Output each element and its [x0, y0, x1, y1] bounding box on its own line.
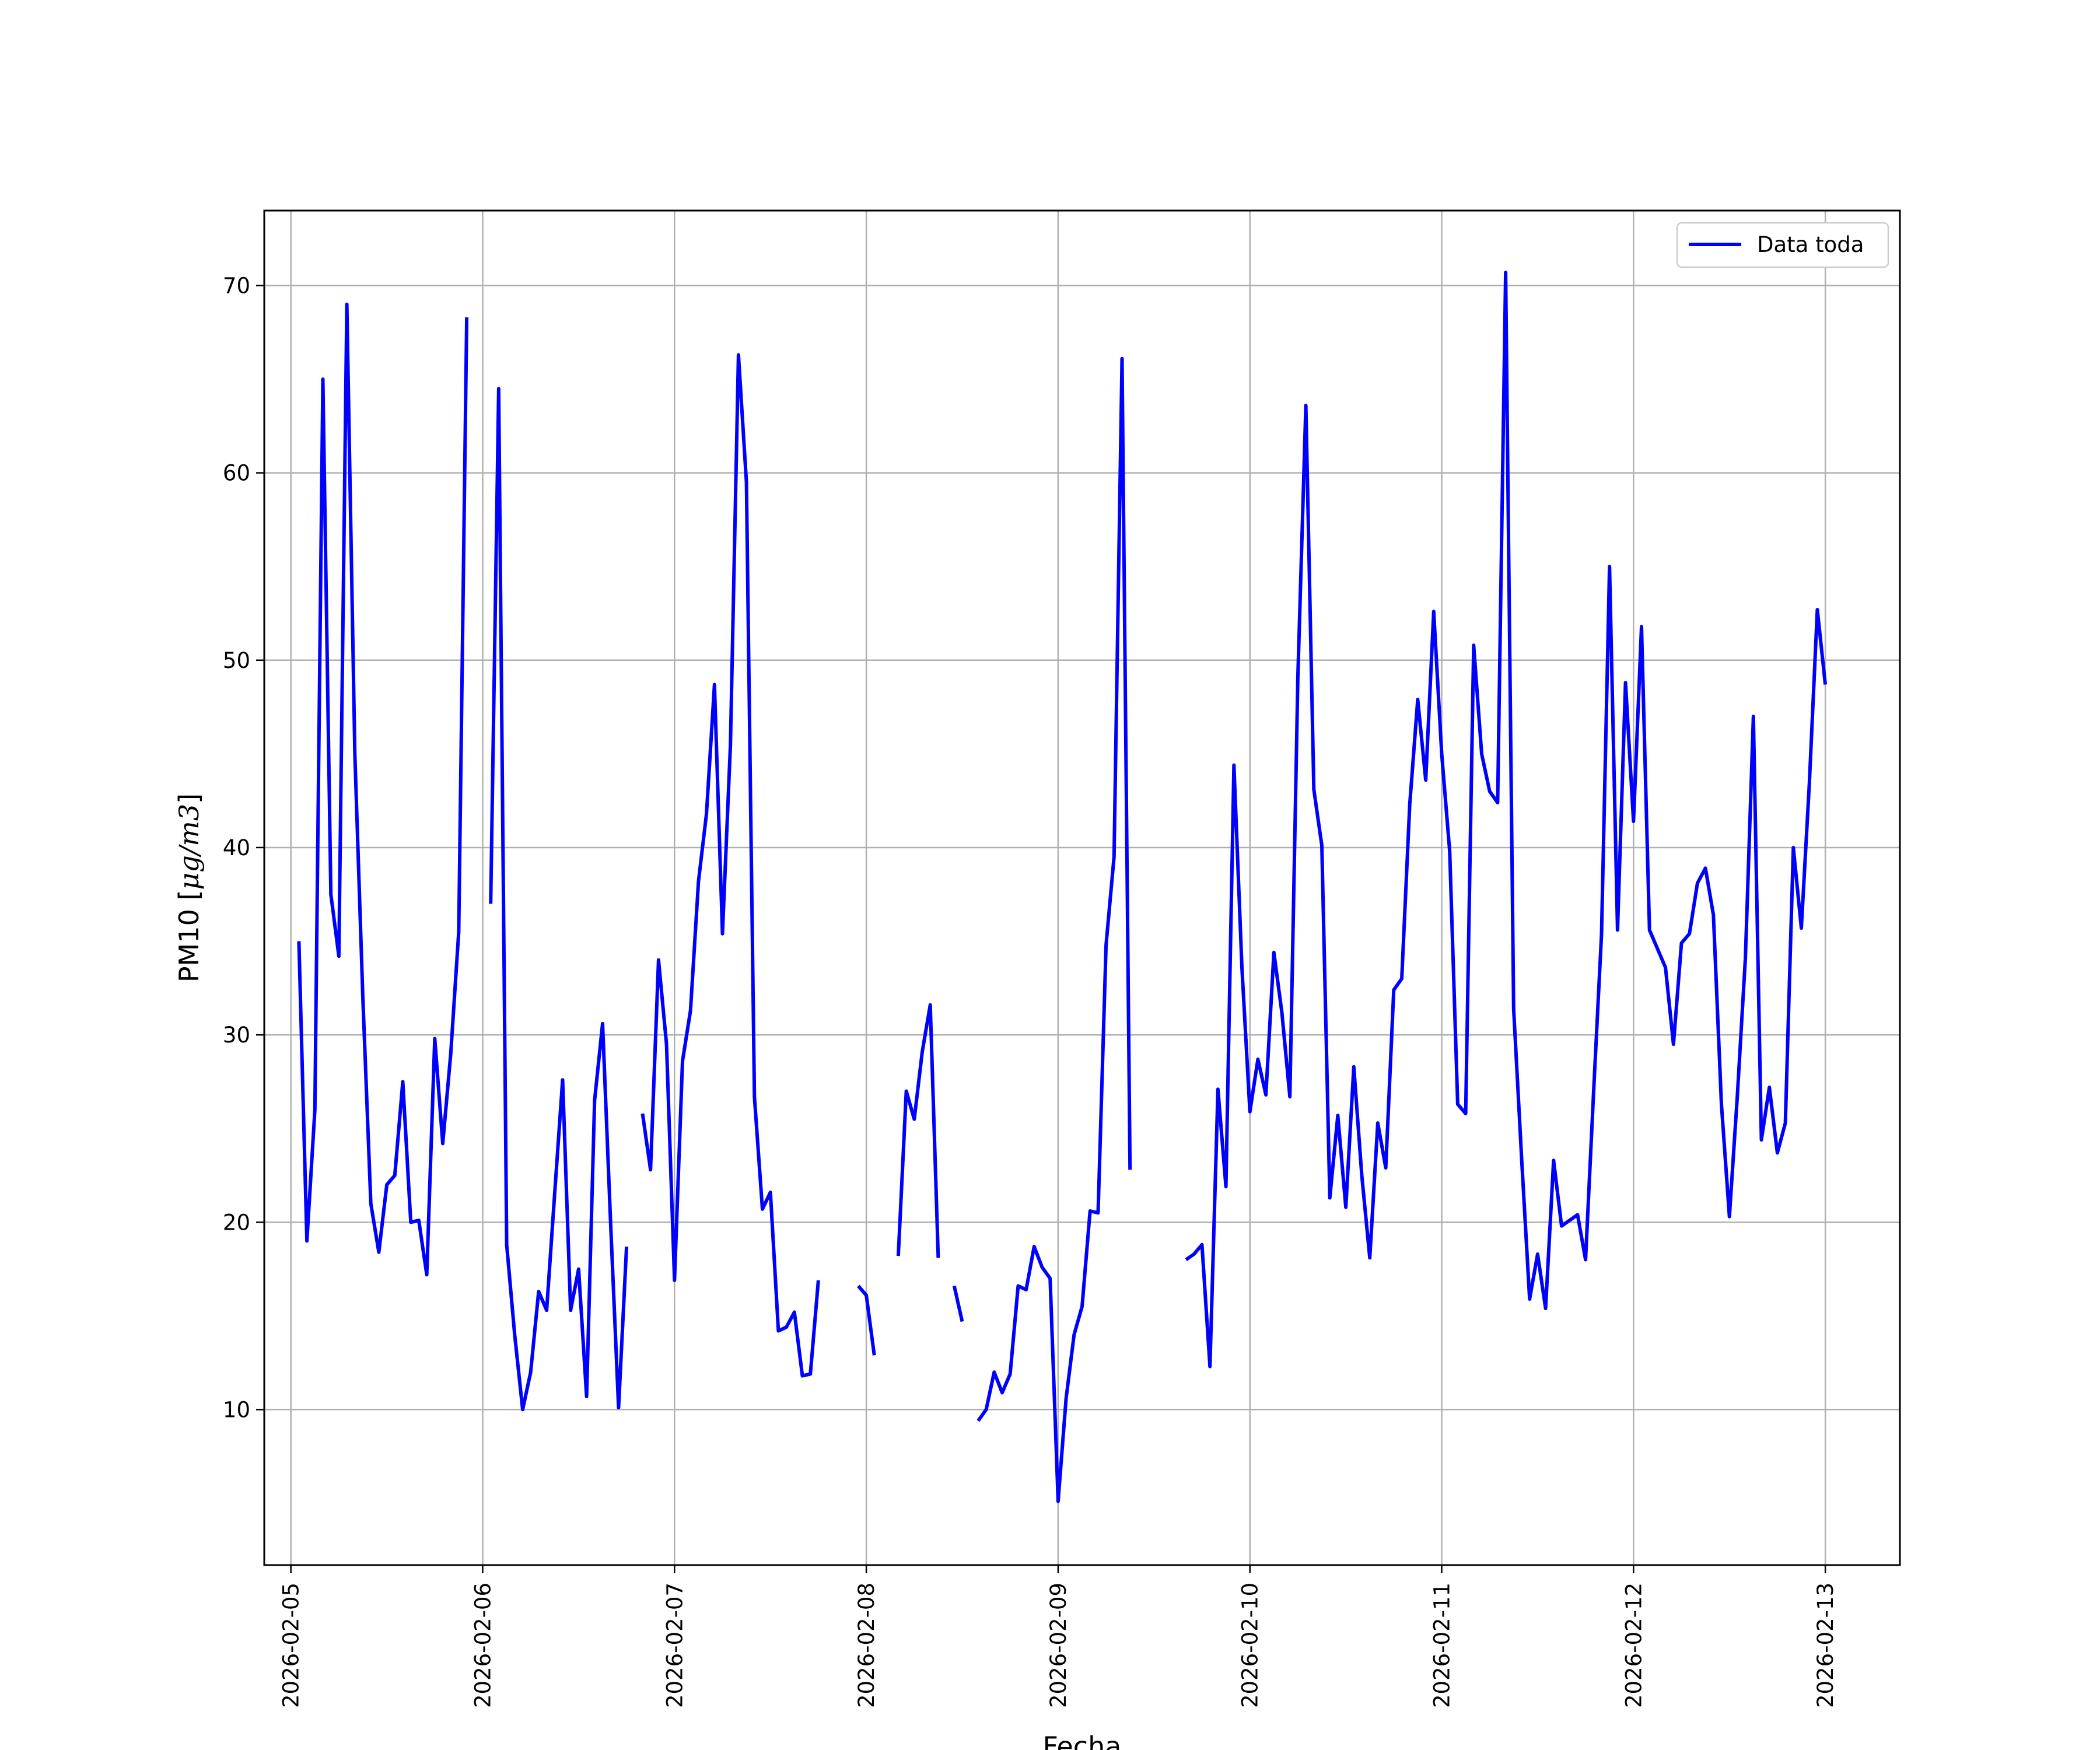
y-tick-label: 10 [223, 1397, 250, 1422]
x-axis-ticks: 2026-02-05 2026-02-06 2026-02-07 2026-02-08… [279, 1565, 1838, 1708]
series-lines [297, 271, 1828, 1503]
x-tick-label: 2026-02-08 [854, 1583, 879, 1708]
x-tick-label: 2026-02-11 [1430, 1583, 1455, 1708]
legend-label: Data toda [1757, 232, 1864, 257]
x-tick-label: 2026-02-07 [662, 1583, 687, 1708]
y-tick-label: 30 [223, 1023, 250, 1048]
y-tick-label: 20 [223, 1210, 250, 1235]
x-tick-label: 2026-02-10 [1238, 1583, 1263, 1708]
series-line-segment [896, 1003, 940, 1258]
series-line-segment [297, 302, 469, 1277]
series-line-segment [857, 1284, 876, 1356]
x-axis-label: Fecha [1043, 1731, 1122, 1750]
y-axis-label-prefix: PM10 [ [173, 890, 205, 983]
series-line-segment [977, 356, 1132, 1503]
x-tick-label: 2026-02-12 [1621, 1583, 1646, 1708]
series-line-segment [952, 1285, 964, 1322]
x-tick-label: 2026-02-13 [1813, 1583, 1838, 1708]
y-tick-label: 40 [223, 835, 250, 860]
series-line-segment [1185, 271, 1828, 1368]
series-line-segment [640, 353, 820, 1378]
y-tick-label: 50 [223, 648, 250, 673]
y-axis-label: PM10 [μg/m3] [173, 793, 205, 982]
y-tick-label: 60 [223, 461, 250, 486]
legend: Data toda [1676, 222, 1889, 268]
y-axis-label-suffix: ] [173, 793, 205, 804]
y-axis-label-unit: μg/m3 [173, 804, 205, 890]
grid-lines [264, 211, 1900, 1565]
x-tick-label: 2026-02-05 [279, 1583, 304, 1708]
x-tick-label: 2026-02-09 [1046, 1583, 1071, 1708]
x-tick-label: 2026-02-06 [470, 1583, 495, 1708]
plot-frame [263, 209, 1901, 1566]
y-axis-ticks: 10 20 30 40 50 60 70 [223, 273, 264, 1422]
y-tick-label: 70 [223, 273, 250, 298]
legend-box [1676, 222, 1889, 268]
series-line-segment [489, 387, 629, 1412]
